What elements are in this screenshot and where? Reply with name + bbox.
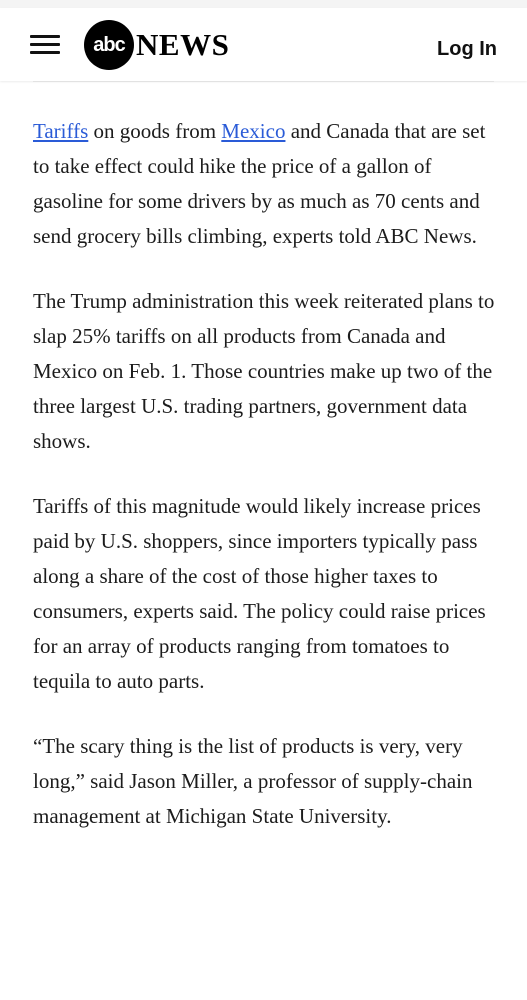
menu-bar [30, 35, 60, 38]
article-paragraph-2: The Trump administration this week reite… [33, 289, 495, 453]
article-paragraph-1: Tariffs on goods from Mexico and Canada … [33, 114, 495, 254]
article-body: Tariffs on goods from Mexico and Canada … [33, 114, 495, 864]
paragraph-text: and Canada that are set to take effect c… [33, 119, 486, 248]
login-button[interactable]: Log In [437, 38, 497, 60]
tariffs-link[interactable]: Tariffs [33, 119, 89, 143]
news-logo-word: NEWS [136, 27, 230, 62]
header-divider [33, 81, 494, 82]
hamburger-menu-icon[interactable] [30, 34, 60, 56]
paragraph-text: on goods from [88, 119, 222, 143]
article-paragraph-3: Tariffs of this magnitude would likely i… [33, 494, 486, 693]
article-paragraph-4: “The scary thing is the list of products… [33, 734, 473, 828]
menu-bar [30, 51, 60, 54]
menu-bar [30, 43, 60, 46]
mexico-link[interactable]: Mexico [221, 119, 286, 143]
site-header: abc NEWS Log In [0, 8, 527, 81]
abc-logo-badge: abc [84, 20, 134, 70]
status-strip [0, 0, 527, 8]
abc-news-logo[interactable]: abc NEWS [84, 20, 230, 70]
